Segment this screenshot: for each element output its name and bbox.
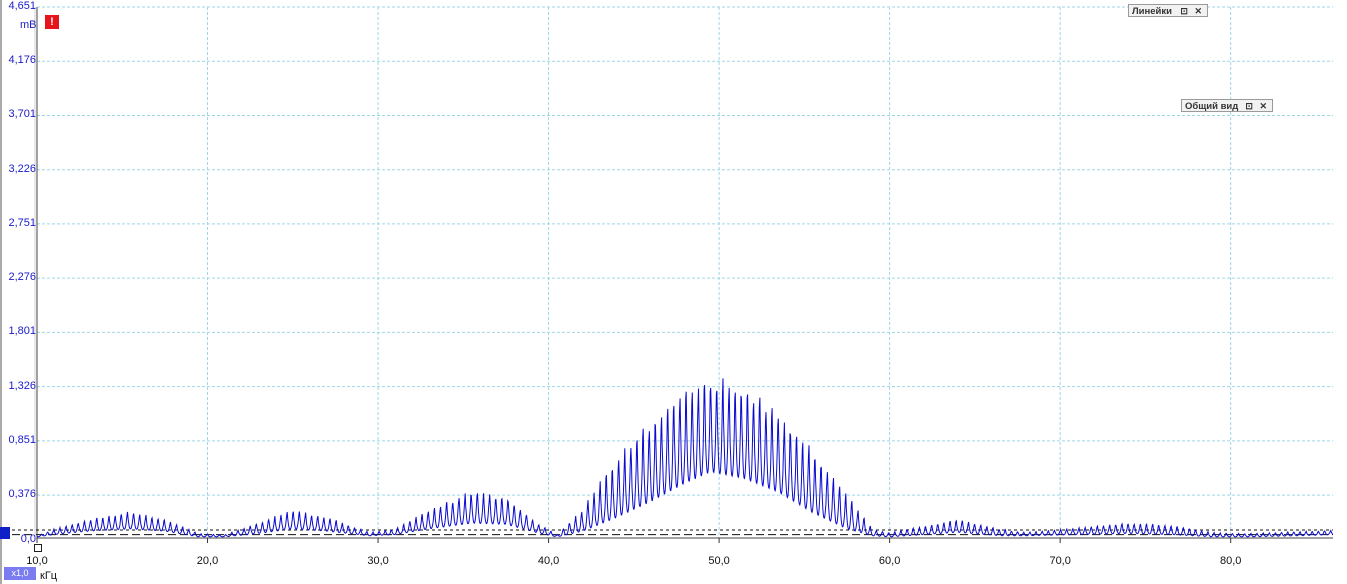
x-tick-label: 60,0 (878, 555, 901, 567)
y-axis-unit-label: mB (20, 19, 37, 31)
y-tick-label: 1,801 (8, 325, 36, 338)
y-tick-label: 4,176 (8, 54, 36, 67)
x-tick-label: 80,0 (1219, 555, 1242, 567)
y-tick-label: 3,226 (8, 162, 36, 175)
y-tick-label: 0,851 (8, 433, 36, 446)
cursor-square-handle[interactable] (34, 544, 42, 552)
alert-icon[interactable]: ! (45, 15, 59, 29)
rulers-panel-controls[interactable]: ⊡ ✕ (1180, 6, 1204, 16)
overview-panel-title: Общий вид (1185, 101, 1239, 112)
y-tick-label: 1,326 (8, 379, 36, 392)
zoom-indicator[interactable]: x1,0 (4, 567, 36, 580)
x-tick-label: 50,0 (708, 555, 730, 567)
x-tick-label: 20,0 (196, 555, 219, 567)
x-tick-label: 40,0 (537, 555, 560, 567)
y-tick-label: 2,751 (8, 216, 36, 229)
y-tick-label: 2,276 (8, 271, 36, 284)
x-tick-label: 10,0 (26, 555, 48, 567)
y-tick-label: 4,651 (8, 0, 36, 12)
reference-lines (12, 529, 1333, 536)
grid-lines (37, 6, 1333, 538)
x-axis-unit-label: кГц (40, 570, 58, 582)
x-tick-label: 30,0 (367, 555, 389, 567)
y-tick-label: 3,701 (8, 108, 36, 121)
y-tick-label: 0,376 (8, 488, 36, 501)
x-tick-label: 70,0 (1049, 555, 1071, 567)
overview-panel-controls[interactable]: ⊡ ✕ (1245, 101, 1269, 111)
overview-panel[interactable]: Общий вид ⊡ ✕ (1181, 99, 1273, 112)
rulers-panel[interactable]: Линейки ⊡ ✕ (1128, 4, 1208, 17)
level-marker-handle[interactable] (0, 527, 10, 539)
spectrum-series-line (37, 378, 1334, 538)
rulers-panel-title: Линейки (1132, 6, 1172, 17)
y-tick-label: 0,0 (20, 533, 36, 545)
